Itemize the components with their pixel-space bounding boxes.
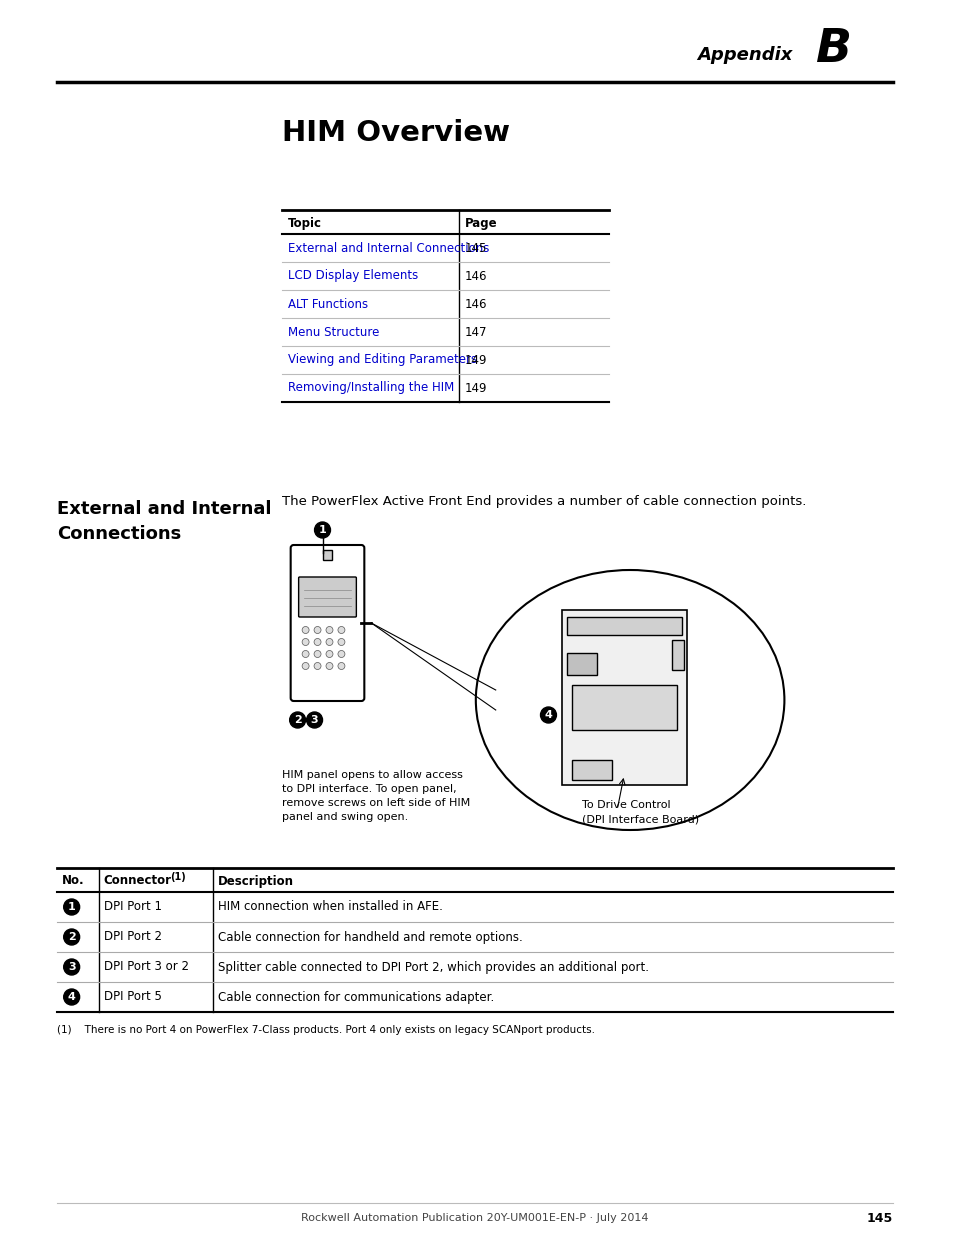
Text: DPI Port 2: DPI Port 2 [104, 930, 161, 944]
Text: 3: 3 [68, 962, 75, 972]
Text: 1: 1 [318, 525, 326, 535]
Circle shape [337, 651, 345, 657]
Circle shape [337, 662, 345, 669]
Circle shape [302, 638, 309, 646]
Text: Menu Structure: Menu Structure [288, 326, 378, 338]
Bar [671, 640, 683, 671]
Circle shape [302, 626, 309, 634]
Circle shape [337, 626, 345, 634]
Text: External and Internal Connections: External and Internal Connections [288, 242, 489, 254]
Text: Rockwell Automation Publication 20Y-UM001E-EN-P · July 2014: Rockwell Automation Publication 20Y-UM00… [301, 1213, 648, 1223]
FancyBboxPatch shape [298, 577, 356, 618]
Text: Page: Page [464, 217, 497, 231]
FancyBboxPatch shape [291, 545, 364, 701]
Bar [322, 550, 333, 559]
Text: 149: 149 [464, 353, 487, 367]
Text: DPI Port 5: DPI Port 5 [104, 990, 161, 1004]
Circle shape [314, 626, 321, 634]
Bar [562, 610, 686, 785]
Ellipse shape [476, 571, 783, 830]
Text: DPI Port 1: DPI Port 1 [104, 900, 161, 914]
Text: 2: 2 [294, 715, 301, 725]
Circle shape [326, 638, 333, 646]
Text: Viewing and Editing Parameters: Viewing and Editing Parameters [288, 353, 476, 367]
Text: B: B [816, 27, 851, 73]
Text: 146: 146 [464, 298, 487, 310]
Text: 4: 4 [68, 992, 75, 1002]
Text: HIM panel opens to allow access
to DPI interface. To open panel,
remove screws o: HIM panel opens to allow access to DPI i… [281, 769, 470, 823]
Text: 147: 147 [464, 326, 487, 338]
Text: To Drive Control
(DPI Interface Board): To Drive Control (DPI Interface Board) [581, 800, 699, 824]
Text: Connector: Connector [104, 874, 172, 888]
Text: 145: 145 [865, 1212, 892, 1224]
Circle shape [314, 522, 330, 538]
Circle shape [540, 706, 556, 722]
Text: 149: 149 [464, 382, 487, 394]
Circle shape [64, 899, 79, 915]
Circle shape [326, 626, 333, 634]
Circle shape [314, 638, 321, 646]
Text: HIM Overview: HIM Overview [281, 119, 509, 147]
Circle shape [314, 662, 321, 669]
Text: 1: 1 [68, 902, 75, 911]
Circle shape [64, 989, 79, 1005]
Text: 4: 4 [544, 710, 552, 720]
Bar [572, 760, 612, 781]
Text: Splitter cable connected to DPI Port 2, which provides an additional port.: Splitter cable connected to DPI Port 2, … [218, 961, 648, 973]
Bar [567, 618, 681, 635]
Circle shape [302, 651, 309, 657]
Text: Removing/Installing the HIM: Removing/Installing the HIM [288, 382, 454, 394]
Circle shape [64, 960, 79, 974]
Text: HIM connection when installed in AFE.: HIM connection when installed in AFE. [218, 900, 442, 914]
Text: DPI Port 3 or 2: DPI Port 3 or 2 [104, 961, 189, 973]
Text: External and Internal
Connections: External and Internal Connections [56, 500, 271, 543]
Text: 146: 146 [464, 269, 487, 283]
Text: Appendix: Appendix [696, 46, 791, 64]
Text: (1)    There is no Port 4 on PowerFlex 7-Class products. Port 4 only exists on l: (1) There is no Port 4 on PowerFlex 7-Cl… [56, 1025, 594, 1035]
Text: Cable connection for handheld and remote options.: Cable connection for handheld and remote… [218, 930, 522, 944]
Text: No.: No. [62, 874, 84, 888]
Text: Cable connection for communications adapter.: Cable connection for communications adap… [218, 990, 494, 1004]
Text: ALT Functions: ALT Functions [288, 298, 368, 310]
Circle shape [314, 651, 321, 657]
Circle shape [326, 662, 333, 669]
Text: Description: Description [218, 874, 294, 888]
Circle shape [302, 662, 309, 669]
Bar [572, 685, 677, 730]
Text: 2: 2 [68, 932, 75, 942]
Text: (1): (1) [170, 872, 186, 882]
Circle shape [306, 713, 322, 727]
Text: The PowerFlex Active Front End provides a number of cable connection points.: The PowerFlex Active Front End provides … [281, 495, 805, 509]
Bar [567, 653, 597, 676]
Circle shape [337, 638, 345, 646]
Text: Topic: Topic [288, 217, 321, 231]
Circle shape [64, 929, 79, 945]
Text: 3: 3 [311, 715, 318, 725]
Text: 145: 145 [464, 242, 487, 254]
Circle shape [326, 651, 333, 657]
Circle shape [290, 713, 305, 727]
Text: LCD Display Elements: LCD Display Elements [288, 269, 417, 283]
